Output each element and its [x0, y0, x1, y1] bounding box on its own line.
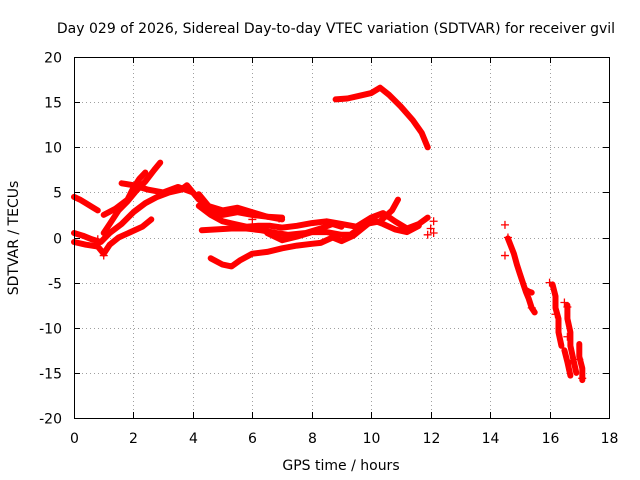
series-track-10 — [198, 221, 345, 238]
plus-marker — [93, 235, 102, 244]
x-tick-label: 16 — [542, 431, 560, 447]
series-track-14 — [504, 235, 538, 316]
plus-marker — [500, 251, 509, 260]
plus-marker — [566, 359, 575, 368]
plus-marker — [560, 298, 569, 307]
plus-marker — [527, 303, 536, 312]
y-tick-label: -5 — [48, 277, 62, 293]
plus-marker — [563, 332, 572, 341]
plus-marker — [423, 230, 432, 239]
y-tick-label: 15 — [44, 96, 62, 112]
chart-title: Day 029 of 2026, Sidereal Day-to-day VTE… — [57, 21, 615, 37]
plus-marker — [500, 220, 509, 229]
series-track-08 — [195, 191, 286, 221]
y-tick-label: -20 — [39, 412, 62, 428]
axis-ticks — [74, 57, 610, 419]
plus-marker — [99, 251, 108, 260]
plus-marker — [575, 355, 584, 364]
series-track-13 — [207, 218, 375, 270]
plus-marker — [275, 214, 284, 223]
plus-marker — [426, 224, 435, 233]
y-tick-labels: -20 -15 -10 -5 0 5 10 15 20 — [39, 51, 62, 428]
series-track-12 — [368, 216, 422, 236]
y-axis-label: SDTVAR / TECUs — [6, 181, 22, 296]
series-track-17 — [564, 302, 580, 376]
series-track-18 — [561, 347, 574, 379]
x-tick-label: 18 — [601, 431, 619, 447]
plus-marker — [429, 217, 438, 226]
series-track-01 — [332, 84, 431, 151]
x-tick-labels: 0 2 4 6 8 10 12 14 16 18 — [70, 431, 618, 447]
series-track-02 — [71, 193, 101, 214]
plus-marker — [551, 310, 560, 319]
x-tick-label: 2 — [129, 431, 138, 447]
y-tick-label: -10 — [39, 322, 62, 338]
y-tick-label: -15 — [39, 367, 62, 383]
series-track-19 — [576, 341, 586, 384]
series-track-07 — [118, 180, 196, 196]
series-track-09 — [195, 202, 431, 232]
series-track-04 — [71, 216, 155, 257]
x-tick-label: 10 — [363, 431, 381, 447]
x-axis-label: GPS time / hours — [282, 458, 399, 474]
series-track-06 — [100, 169, 149, 218]
x-tick-label: 0 — [70, 431, 79, 447]
plus-marker — [503, 233, 512, 242]
plus-marker — [545, 278, 554, 287]
x-tick-label: 14 — [482, 431, 500, 447]
plus-markers — [93, 214, 587, 383]
plot-area — [71, 84, 587, 384]
plus-marker — [563, 302, 572, 311]
series-track-11 — [264, 196, 401, 244]
plus-marker — [578, 374, 587, 383]
y-tick-label: 0 — [53, 232, 62, 248]
series-track-15 — [522, 286, 535, 296]
plus-marker — [248, 215, 257, 224]
y-tick-label: 5 — [53, 186, 62, 202]
series-track-16 — [549, 281, 565, 349]
y-tick-label: 10 — [44, 141, 62, 157]
plus-marker — [429, 228, 438, 237]
x-tick-label: 4 — [189, 431, 198, 447]
y-tick-label: 20 — [44, 51, 62, 67]
x-tick-label: 6 — [248, 431, 257, 447]
grid-lines — [74, 57, 609, 418]
x-tick-label: 8 — [308, 431, 317, 447]
x-tick-label: 12 — [423, 431, 441, 447]
